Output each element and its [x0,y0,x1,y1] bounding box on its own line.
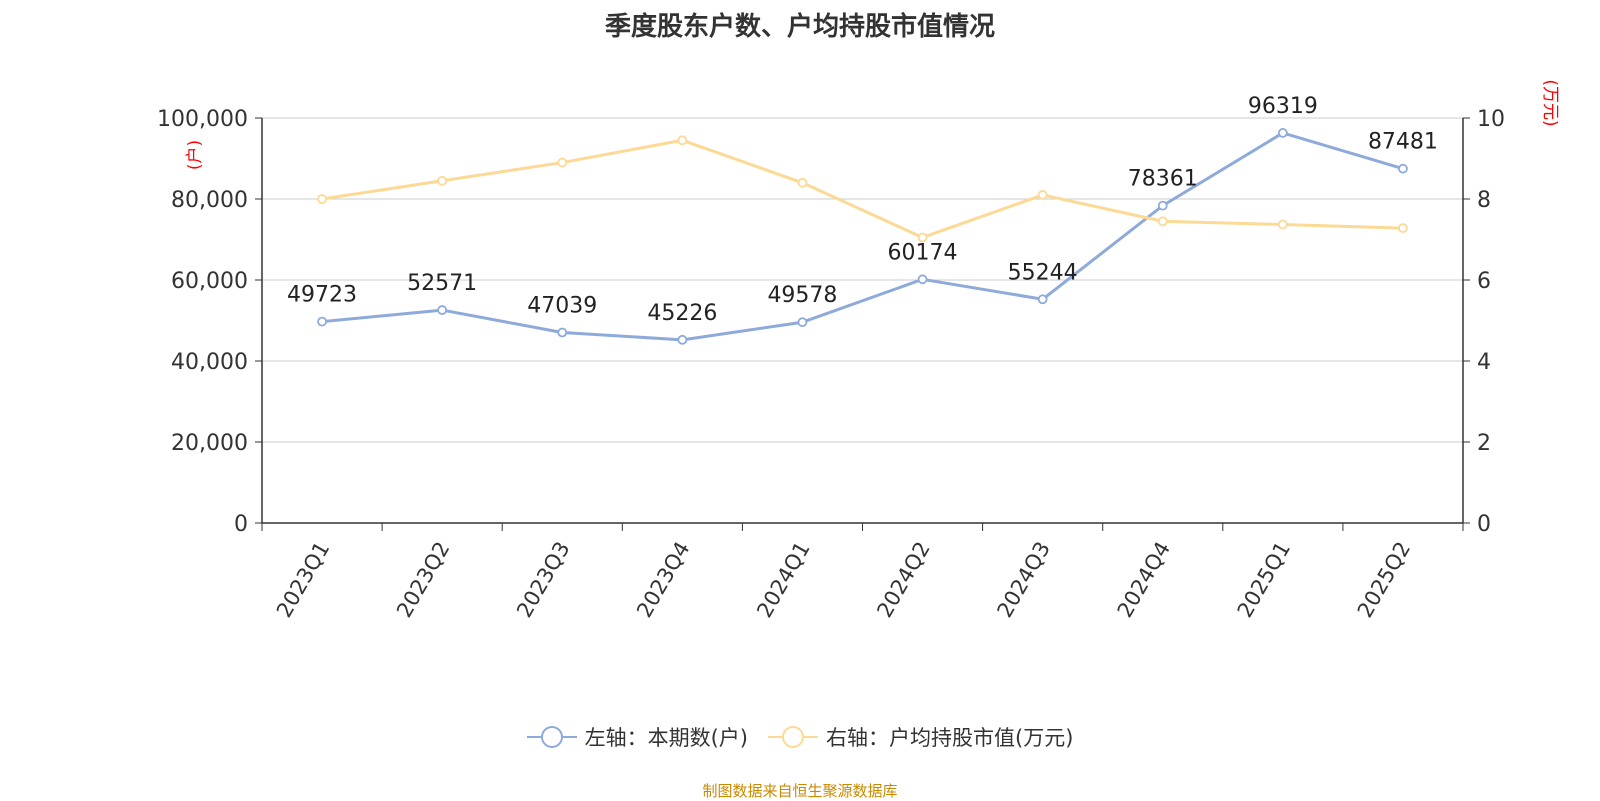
legend-item-avg-value[interactable]: 右轴：户均持股市值(万元) [768,722,1073,752]
chart-title: 季度股东户数、户均持股市值情况 [604,12,995,42]
legend-label-households: 左轴：本期数(户) [584,726,748,750]
avg-value-point [1277,219,1288,230]
avg-value-point [917,232,928,243]
data-label: 60174 [888,240,958,265]
legend-line-marker-icon [526,726,577,748]
source-note: 制图数据来自恒生聚源数据库 [702,782,898,800]
left-tick-label: 40,000 [171,350,248,375]
gridlines [262,117,1463,443]
x-tick-label: 2025Q1 [1233,538,1295,622]
legend-label-avg-value: 右轴：户均持股市值(万元) [826,726,1074,750]
legend-item-households[interactable]: 左轴：本期数(户) [526,722,748,752]
data-labels: 49723 52571 47039 45226 49578 60174 55244 78361… [287,94,1438,326]
series-lines [317,128,1408,345]
data-label: 45226 [647,301,717,326]
avg-value-point [797,177,808,188]
avg-value-point [1037,190,1048,200]
right-tick-label: 8 [1477,188,1491,213]
right-tick-label: 2 [1477,431,1491,456]
avg-value-point [437,175,448,186]
left-tick-label: 60,000 [171,269,248,294]
x-tick-label: 2023Q2 [392,538,454,622]
right-axis-label: (万元) [1540,79,1560,126]
data-label: 52571 [407,271,477,296]
avg-value-line [321,138,1403,239]
households-point [1157,200,1168,211]
x-tick-label: 2024Q1 [752,538,814,622]
x-tick-label: 2024Q4 [1113,538,1175,622]
households-point [917,274,928,285]
left-tick-label: 100,000 [157,107,248,132]
households-point [1398,163,1408,174]
x-tick-label: 2023Q1 [272,538,334,622]
x-tick-label: 2023Q3 [512,538,574,622]
data-label: 55244 [1008,260,1078,285]
right-tick-label: 4 [1477,350,1491,375]
left-tick-label: 80,000 [171,188,248,213]
left-tick-label: 0 [234,512,248,537]
households-point [437,305,448,315]
right-tick-label: 0 [1477,512,1491,537]
households-point [1277,128,1288,138]
x-tick-label: 2024Q2 [872,538,934,622]
right-tick-label: 6 [1477,269,1491,294]
avg-value-point [1398,223,1408,234]
data-label: 49723 [287,283,357,308]
left-tick-label: 20,000 [171,431,248,456]
households-point [677,334,688,345]
households-point [317,316,327,327]
left-axis-label: (户) [185,140,205,170]
households-point [1037,294,1048,305]
avg-value-point [317,194,327,204]
legend-line-marker-icon [768,726,818,748]
avg-value-point [677,135,688,146]
data-label: 78361 [1128,167,1198,192]
households-line [321,131,1404,342]
right-tick-label: 10 [1477,107,1505,132]
households-point [557,327,568,338]
data-label: 49578 [767,283,837,308]
data-label: 87481 [1368,130,1438,155]
data-label: 47039 [527,293,597,318]
avg-value-point [1157,216,1168,227]
axes: 0 20,000 40,000 60,000 80,000 100,000 0 2 4 6 8 10 2… [157,107,1505,622]
x-tick-label: 2025Q2 [1353,538,1415,622]
x-tick-label: 2023Q4 [632,538,694,622]
data-label: 96319 [1248,94,1318,119]
x-tick-label: 2024Q3 [993,538,1055,622]
avg-value-point [557,157,568,168]
legend: 左轴：本期数(户) 右轴：户均持股市值(万元) [0,722,1600,752]
households-point [797,317,808,328]
